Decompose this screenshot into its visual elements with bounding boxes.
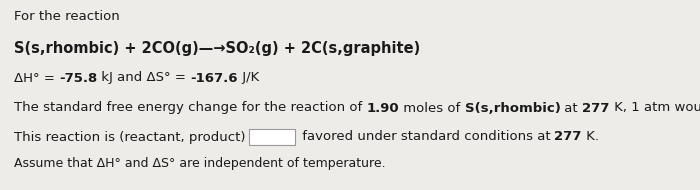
Text: moles of: moles of xyxy=(399,101,465,115)
Text: S(s,rhombic) + 2CO(g)—→SO₂(g) + 2C(s,graphite): S(s,rhombic) + 2CO(g)—→SO₂(g) + 2C(s,gra… xyxy=(14,40,420,55)
Text: -75.8: -75.8 xyxy=(59,71,97,85)
Text: 1.90: 1.90 xyxy=(367,101,399,115)
Text: Assume that ΔH° and ΔS° are independent of temperature.: Assume that ΔH° and ΔS° are independent … xyxy=(14,158,386,170)
Text: J/K: J/K xyxy=(238,71,259,85)
Text: K.: K. xyxy=(582,131,598,143)
Text: -167.6: -167.6 xyxy=(190,71,238,85)
Text: K, 1 atm would be: K, 1 atm would be xyxy=(610,101,700,115)
Text: S(s,rhombic): S(s,rhombic) xyxy=(465,101,561,115)
Text: The standard free energy change for the reaction of: The standard free energy change for the … xyxy=(14,101,367,115)
Text: 277: 277 xyxy=(554,131,582,143)
Bar xyxy=(248,129,295,145)
Text: ΔH° =: ΔH° = xyxy=(14,71,59,85)
Text: kJ and ΔS° =: kJ and ΔS° = xyxy=(97,71,190,85)
Text: favored under standard conditions at: favored under standard conditions at xyxy=(298,131,554,143)
Text: at: at xyxy=(561,101,582,115)
Text: For the reaction: For the reaction xyxy=(14,10,120,22)
Text: 277: 277 xyxy=(582,101,610,115)
Text: This reaction is (reactant, product): This reaction is (reactant, product) xyxy=(14,131,246,143)
